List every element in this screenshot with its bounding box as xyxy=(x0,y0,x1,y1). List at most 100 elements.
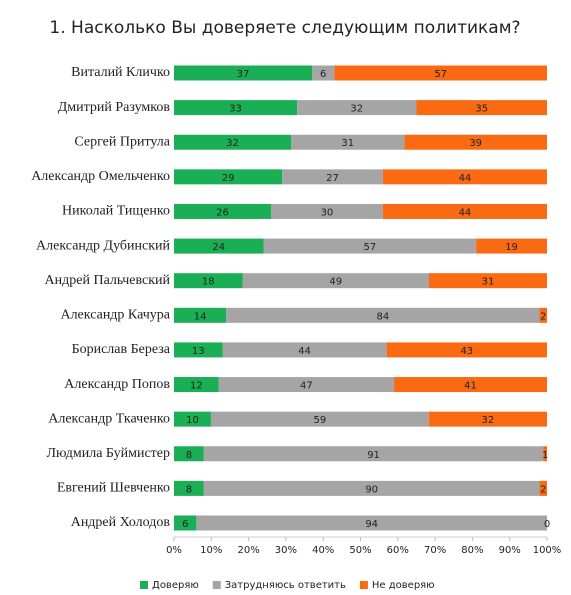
data-label: 44 xyxy=(298,346,311,357)
y-tick-label: Александр Ткаченко xyxy=(48,411,170,426)
x-tick-label: 70% xyxy=(424,545,446,556)
x-tick-label: 0% xyxy=(166,545,182,556)
data-label: 32 xyxy=(226,138,239,149)
y-tick-label: Сергей Притула xyxy=(74,134,170,149)
data-label: 6 xyxy=(320,69,326,80)
y-tick-label: Дмитрий Разумков xyxy=(58,100,171,115)
data-label: 57 xyxy=(363,242,376,253)
data-label: 84 xyxy=(377,311,390,322)
bar-segment xyxy=(218,377,395,393)
bar-segment xyxy=(222,342,387,358)
data-label: 57 xyxy=(434,69,447,80)
x-tick-label: 20% xyxy=(237,545,259,556)
bar-segment xyxy=(174,238,264,254)
bar-segment xyxy=(196,515,547,531)
bar-segment xyxy=(203,480,540,496)
bar-segment xyxy=(174,480,204,496)
data-label: 18 xyxy=(202,277,215,288)
x-tick-label: 40% xyxy=(312,545,334,556)
data-label: 1 xyxy=(542,450,548,461)
bar-segment xyxy=(416,100,547,116)
bar-segment xyxy=(334,65,547,81)
data-label: 8 xyxy=(186,484,192,495)
bar-segment xyxy=(242,273,430,289)
data-label: 8 xyxy=(186,450,192,461)
data-label: 39 xyxy=(469,138,482,149)
data-label: 43 xyxy=(460,346,473,357)
data-label: 24 xyxy=(212,242,225,253)
data-label: 32 xyxy=(482,415,495,426)
data-label: 94 xyxy=(365,519,378,530)
bar-segment xyxy=(174,446,204,462)
legend-label: Не доверяю xyxy=(372,580,435,591)
bar-segment xyxy=(174,307,227,323)
legend-swatch xyxy=(359,581,368,589)
bar-segment xyxy=(270,203,383,219)
data-label: 90 xyxy=(365,484,378,495)
y-tick-label: Александр Попов xyxy=(64,377,170,392)
data-label: 91 xyxy=(367,450,380,461)
bar-segment xyxy=(203,446,544,462)
y-tick-label: Александр Качура xyxy=(60,308,170,323)
data-label: 27 xyxy=(326,173,339,184)
bar-segment xyxy=(539,480,547,496)
y-tick-label: Александр Дубинский xyxy=(36,238,170,253)
bar-segment xyxy=(394,377,547,393)
bar-segment xyxy=(174,377,219,393)
legend-label: Доверяю xyxy=(152,580,199,591)
data-label: 49 xyxy=(329,277,342,288)
y-tick-label: Борислав Береза xyxy=(72,342,171,357)
bar-segment xyxy=(382,169,547,185)
bar-segment xyxy=(263,238,477,254)
y-tick-label: Виталий Кличко xyxy=(71,65,170,80)
bar-segment xyxy=(476,238,547,254)
data-label: 32 xyxy=(350,104,363,115)
data-label: 31 xyxy=(341,138,354,149)
x-tick-label: 90% xyxy=(499,545,521,556)
bar-segment xyxy=(174,65,313,81)
bar-segment xyxy=(174,203,271,219)
bar-segment xyxy=(282,169,383,185)
data-label: 2 xyxy=(540,484,546,495)
bar-segment xyxy=(291,134,405,150)
y-tick-label: Андрей Пальчевский xyxy=(45,273,171,288)
data-label: 59 xyxy=(314,415,327,426)
data-label: 47 xyxy=(300,381,313,392)
data-label: 33 xyxy=(229,104,242,115)
data-label: 30 xyxy=(321,207,334,218)
data-label: 29 xyxy=(222,173,235,184)
data-label: 41 xyxy=(464,381,477,392)
bar-segment xyxy=(210,411,429,427)
bar-segment xyxy=(429,273,547,289)
bar-segment xyxy=(174,169,283,185)
data-label: 13 xyxy=(192,346,205,357)
x-tick-label: 80% xyxy=(461,545,483,556)
bar-segment xyxy=(404,134,547,150)
bar-segment xyxy=(174,100,298,116)
bar-segment xyxy=(174,342,223,358)
bar-segment xyxy=(539,307,547,323)
x-tick-label: 30% xyxy=(275,545,297,556)
bar-segment xyxy=(386,342,547,358)
bar-segment xyxy=(174,273,243,289)
bar-segment xyxy=(297,100,417,116)
legend-swatch xyxy=(140,581,148,589)
data-label: 6 xyxy=(182,519,188,530)
data-label: 10 xyxy=(186,415,199,426)
y-tick-label: Николай Тищенко xyxy=(62,204,170,219)
chart-title: 1. Насколько Вы доверяете следующим поли… xyxy=(49,18,520,38)
data-label: 0 xyxy=(544,519,550,530)
bar-segment xyxy=(174,134,292,150)
y-tick-label: Евгений Шевченко xyxy=(57,481,170,496)
data-label: 12 xyxy=(190,381,203,392)
y-tick-label: Александр Омельченко xyxy=(31,169,170,184)
x-tick-label: 50% xyxy=(349,545,371,556)
data-label: 2 xyxy=(540,311,546,322)
data-label: 44 xyxy=(459,207,472,218)
bar-segment xyxy=(174,411,211,427)
y-tick-label: Людмила Буймистер xyxy=(47,446,171,461)
x-tick-label: 60% xyxy=(387,545,409,556)
bar-segment xyxy=(312,65,335,81)
x-tick-label: 10% xyxy=(200,545,222,556)
